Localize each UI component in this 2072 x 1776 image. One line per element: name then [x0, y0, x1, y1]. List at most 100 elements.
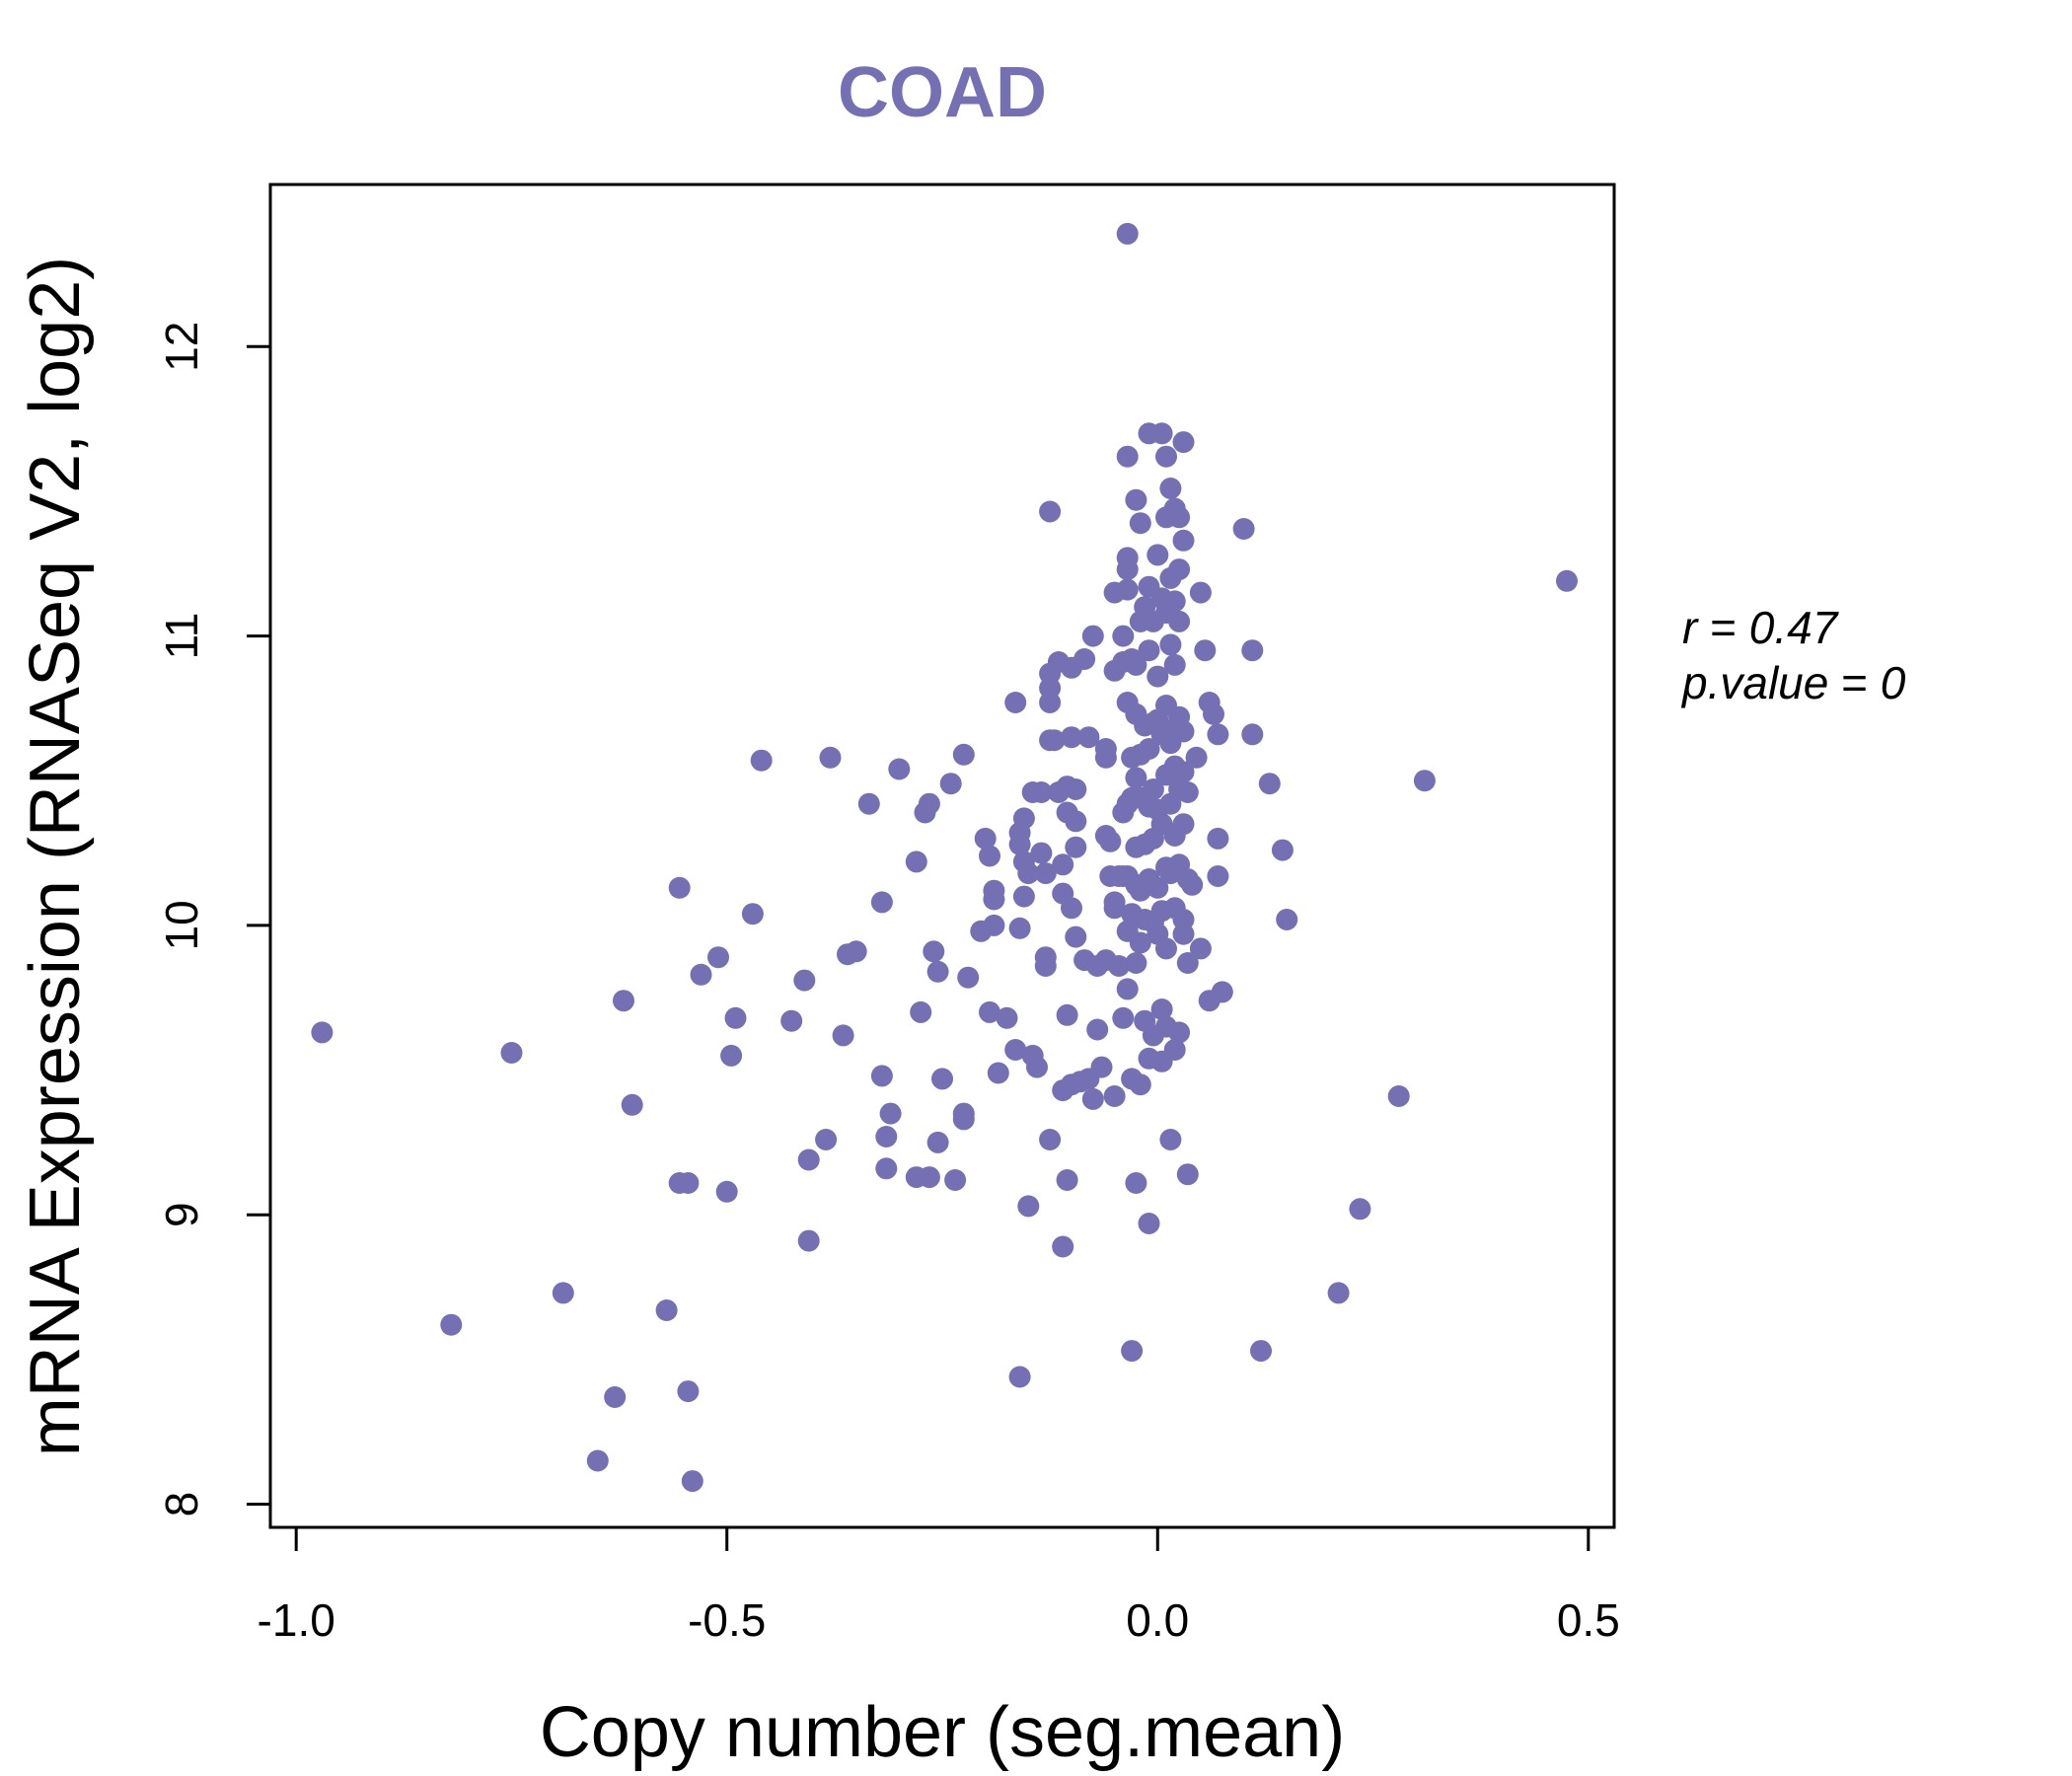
data-point: [1172, 761, 1195, 783]
data-point: [1129, 512, 1151, 535]
data-point: [1172, 923, 1195, 945]
p-label: p.value: [1680, 657, 1828, 708]
plot-frame: [268, 183, 1616, 1529]
data-point: [939, 773, 962, 795]
x-tick-label: 0.5: [1557, 1594, 1620, 1646]
data-point: [1211, 981, 1233, 1003]
data-point: [1250, 1340, 1272, 1363]
data-point: [1061, 897, 1082, 920]
data-point: [832, 1024, 854, 1047]
data-point: [1168, 506, 1191, 529]
data-point: [1172, 529, 1195, 552]
data-point: [586, 1449, 609, 1472]
data-point: [1125, 767, 1147, 789]
svg-text:r = 0.47: r = 0.47: [1682, 602, 1839, 653]
data-point: [1159, 1129, 1182, 1150]
data-point: [1163, 590, 1186, 613]
y-tick-label: 12: [156, 322, 207, 372]
data-point: [604, 1386, 627, 1408]
data-point: [1150, 999, 1173, 1020]
data-point: [1168, 610, 1191, 632]
data-point: [1004, 692, 1027, 713]
data-point: [1125, 653, 1147, 676]
data-point: [1039, 692, 1062, 713]
data-point: [996, 1006, 1018, 1029]
data-point: [1116, 222, 1139, 245]
data-point: [797, 1148, 820, 1171]
data-point: [1387, 1085, 1410, 1107]
data-point: [1065, 810, 1087, 833]
chart-title: COAD: [838, 53, 1047, 132]
data-point: [1232, 518, 1255, 540]
data-point: [668, 876, 691, 899]
data-point: [1168, 1021, 1191, 1044]
data-point: [1056, 1003, 1078, 1026]
data-point: [857, 792, 880, 815]
data-point: [1176, 1163, 1199, 1186]
data-point: [1138, 1213, 1160, 1234]
data-point: [500, 1042, 523, 1064]
data-point: [1147, 876, 1169, 899]
data-point: [1185, 746, 1208, 769]
data-point: [905, 851, 927, 873]
data-point: [1138, 738, 1160, 760]
data-point: [1163, 653, 1186, 676]
data-point: [677, 1172, 700, 1194]
data-point: [750, 749, 773, 772]
data-point: [1116, 445, 1139, 468]
data-point: [1194, 639, 1217, 662]
data-point: [1163, 1039, 1186, 1061]
data-point: [1086, 1018, 1109, 1041]
data-point: [1061, 726, 1082, 749]
data-point: [440, 1313, 463, 1336]
data-point: [1125, 952, 1147, 974]
x-axis: -1.0 -0.5 0.0 0.5: [258, 1525, 1620, 1646]
data-point: [1142, 778, 1164, 800]
data-point: [1103, 1085, 1126, 1107]
r-label: r: [1682, 602, 1699, 653]
data-point: [311, 1021, 333, 1044]
data-point: [1207, 827, 1229, 850]
data-point: [1155, 445, 1177, 468]
data-point: [1172, 431, 1195, 454]
x-tick-label: 0.0: [1126, 1594, 1189, 1646]
data-point: [1012, 885, 1035, 908]
x-tick-label: -0.5: [688, 1594, 766, 1646]
y-tick-label: 11: [156, 613, 207, 660]
data-point: [923, 940, 945, 963]
data-point: [1181, 873, 1204, 896]
data-point: [1112, 1006, 1135, 1029]
data-point: [1129, 931, 1151, 954]
data-point: [819, 746, 842, 769]
svg-text:p.value = 0: p.value = 0: [1680, 657, 1906, 708]
data-point: [1052, 1235, 1074, 1258]
data-point: [1271, 839, 1294, 861]
data-point: [1034, 946, 1057, 969]
y-tick-label: 10: [156, 900, 207, 950]
data-point: [983, 914, 1005, 936]
data-point: [1065, 925, 1087, 948]
data-point: [552, 1282, 574, 1304]
data-point: [621, 1093, 643, 1116]
data-point: [1043, 729, 1066, 752]
data-point: [974, 827, 997, 850]
data-point: [1052, 853, 1074, 876]
data-point: [780, 1009, 803, 1032]
data-point: [1012, 807, 1035, 830]
data-point: [1349, 1198, 1371, 1221]
data-point: [1147, 665, 1169, 688]
data-point: [875, 1157, 898, 1180]
data-point: [1125, 488, 1147, 511]
data-point: [741, 903, 764, 925]
x-axis-label: Copy number (seg.mean): [540, 1693, 1345, 1772]
data-point: [1081, 625, 1104, 647]
data-point: [1172, 720, 1195, 743]
data-point: [1147, 544, 1169, 566]
data-point: [1556, 569, 1578, 592]
y-axis-label: mRNA Expression (RNASeq V2, log2): [16, 257, 95, 1456]
data-point: [983, 888, 1005, 911]
data-point: [926, 960, 949, 983]
data-point: [1168, 558, 1191, 581]
data-point: [1090, 1056, 1113, 1078]
